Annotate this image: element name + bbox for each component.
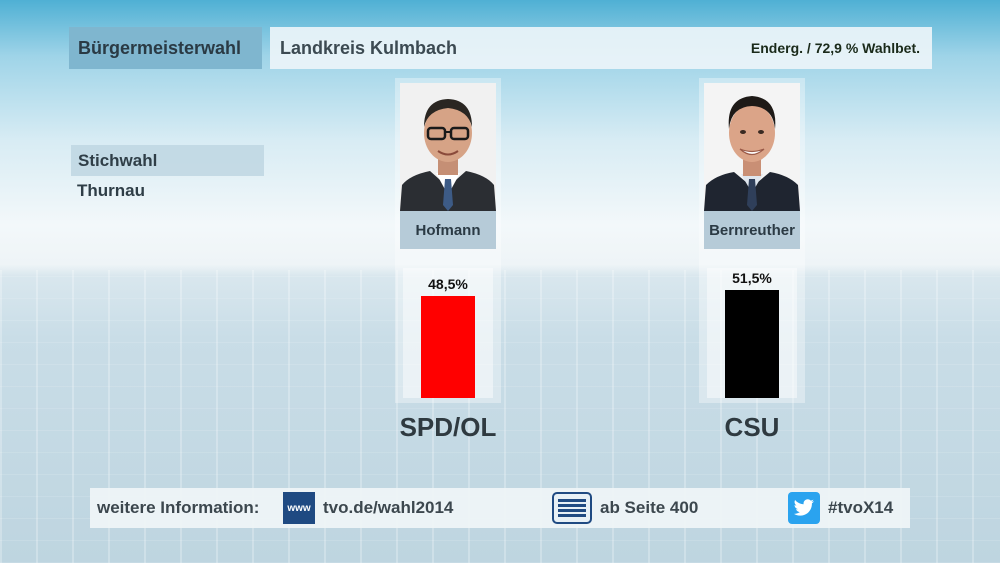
teletext-item: ab Seite 400 [552, 492, 698, 524]
party-label-2: CSU [724, 412, 780, 442]
www-icon: www [283, 492, 315, 524]
round-label: Stichwahl [71, 145, 264, 176]
website-item[interactable]: www tvo.de/wahl2014 [283, 492, 453, 524]
twitter-icon [788, 492, 820, 524]
twitter-item[interactable]: #tvoX14 [788, 492, 893, 524]
percent-label-1: 48,5% [428, 276, 468, 293]
hashtag-label[interactable]: #tvoX14 [828, 498, 894, 517]
election-type-title: Bürgermeisterwahl [69, 27, 262, 69]
candidate-name-1: Hofmann [400, 211, 496, 249]
teletext-page: ab Seite 400 [600, 498, 699, 517]
candidate-column-1: Hofmann 48,5% [395, 78, 501, 403]
result-bar-2 [725, 289, 779, 398]
candidate-photo-1 [400, 83, 496, 211]
candidate-column-2: Bernreuther 51,5% [699, 78, 805, 403]
result-bar-1 [421, 296, 475, 398]
candidate-photo-2 [704, 83, 800, 211]
percent-label-2: 51,5% [732, 269, 772, 286]
party-label-1: SPD/OL [399, 412, 497, 442]
region-title: Landkreis Kulmbach [280, 37, 458, 58]
footer-label: weitere Information: [97, 498, 260, 517]
municipality-label: Thurnau [77, 181, 145, 200]
result-status: Enderg. / 72,9 % Wahlbet. [750, 40, 920, 56]
candidate-name-2: Bernreuther [704, 211, 800, 249]
teletext-icon [552, 492, 592, 524]
header-bar: Landkreis Kulmbach Enderg. / 72,9 % Wahl… [270, 27, 932, 69]
info-footer: weitere Information: www tvo.de/wahl2014… [90, 488, 910, 528]
website-link[interactable]: tvo.de/wahl2014 [323, 498, 454, 517]
